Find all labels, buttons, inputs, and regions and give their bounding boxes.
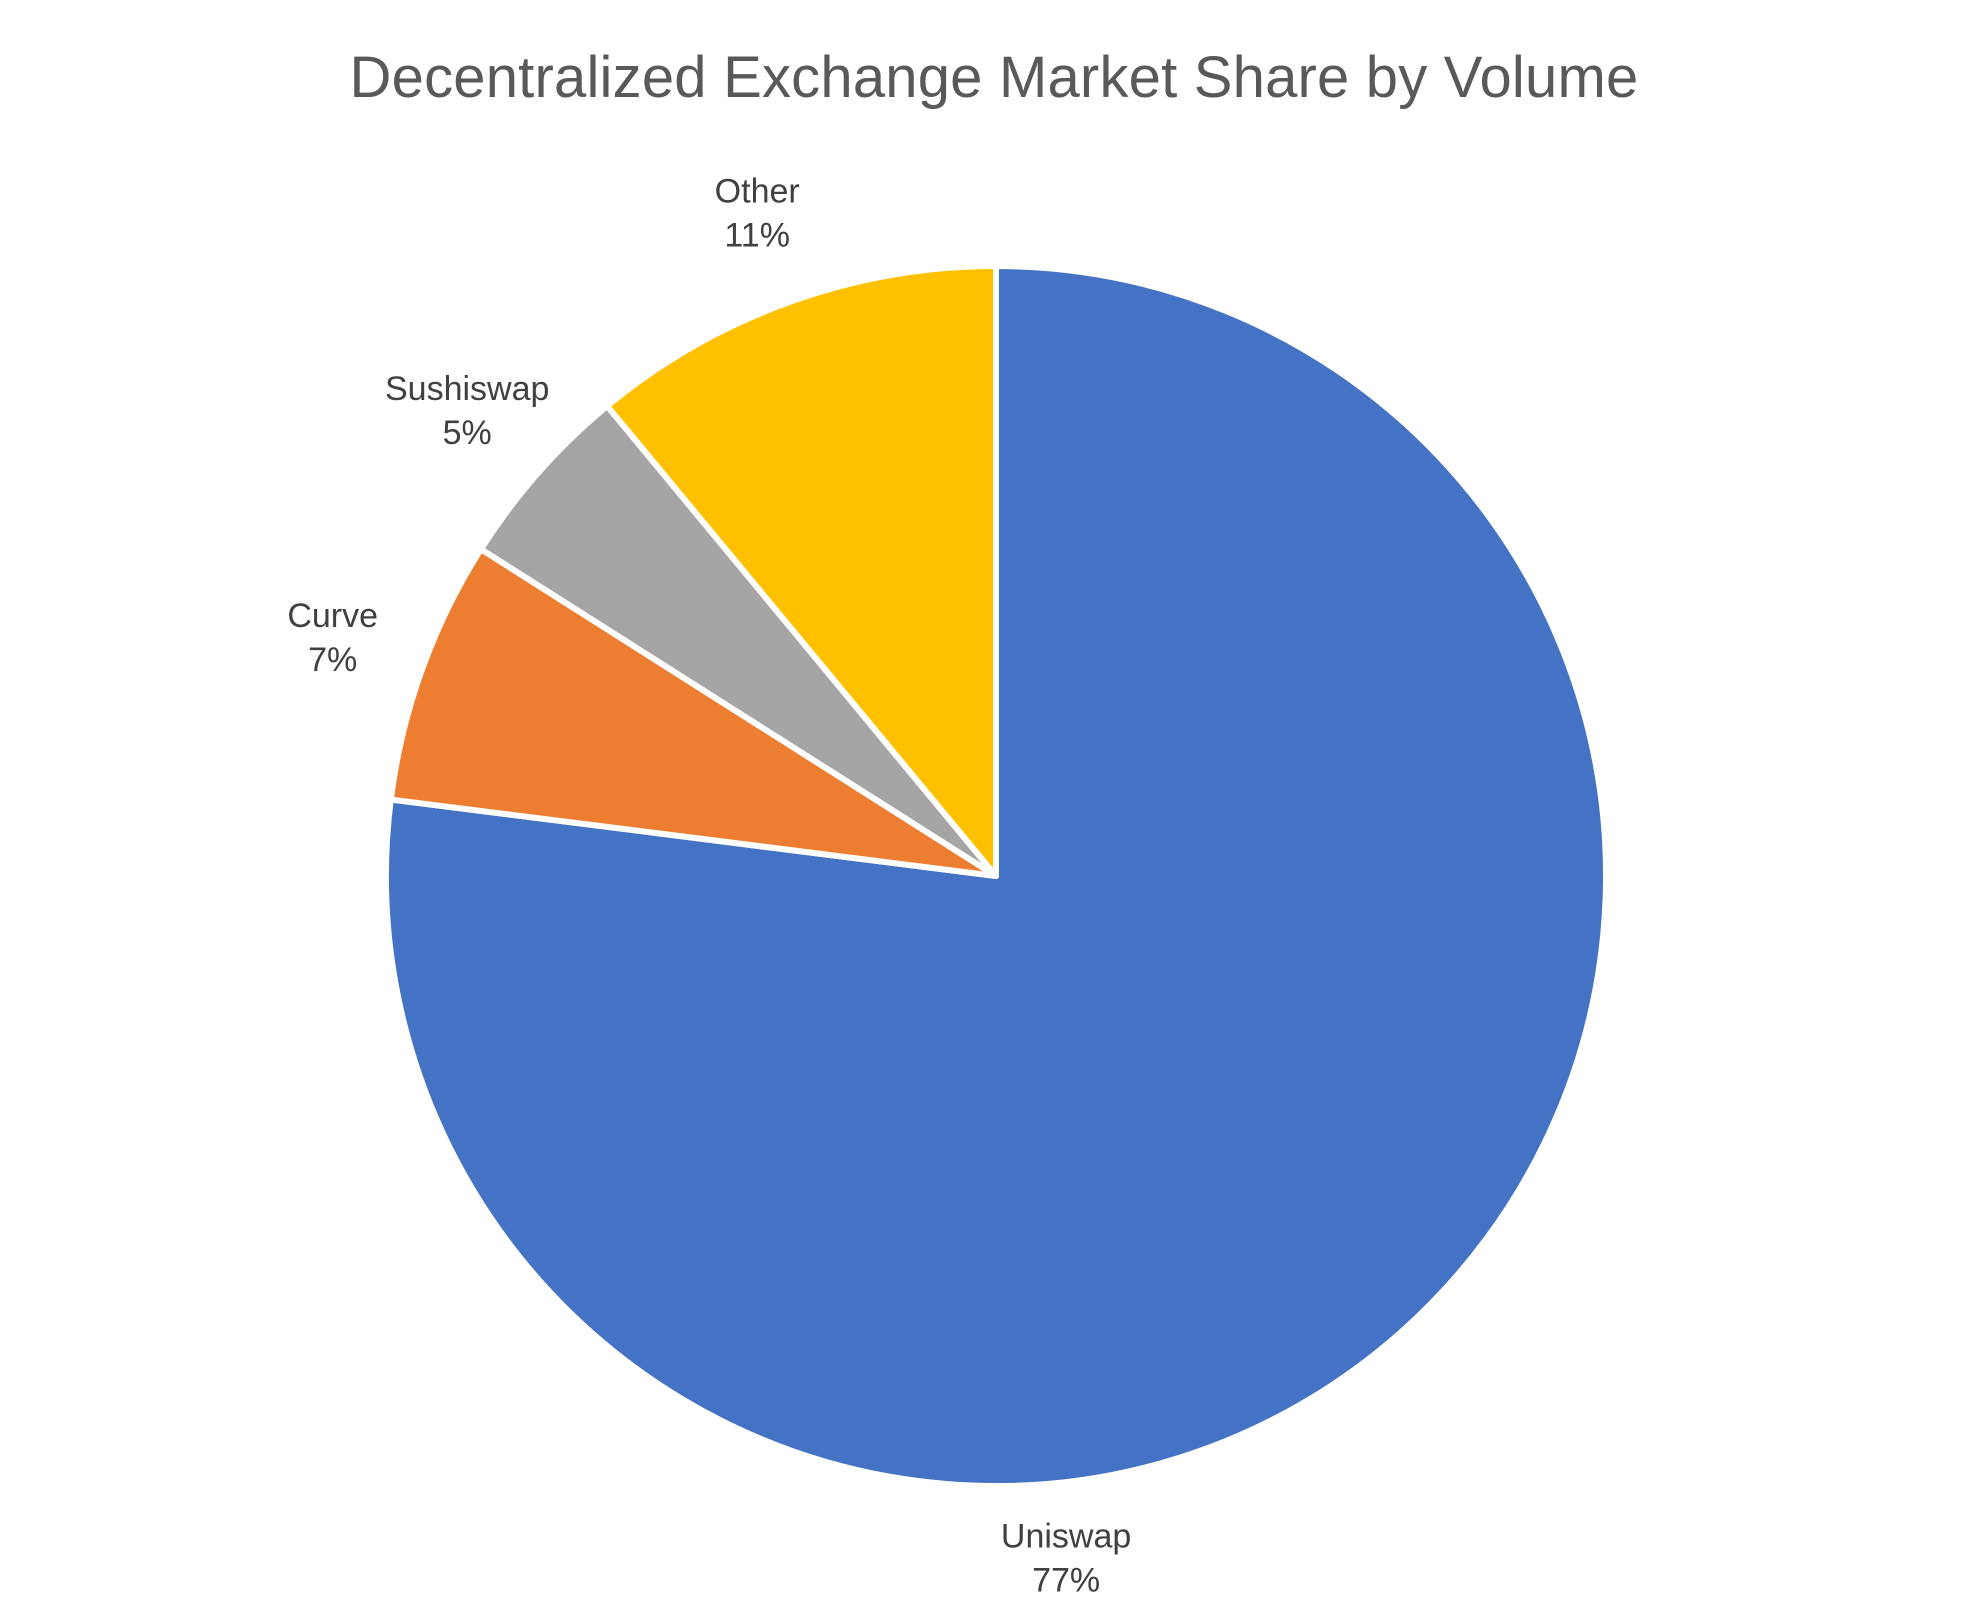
data-label-uniswap: Uniswap 77% (1001, 1517, 1131, 1599)
pie-slices (383, 263, 1609, 1489)
data-label-percentage: 11% (724, 217, 790, 255)
data-label-sushiswap: Sushiswap 5% (385, 370, 549, 452)
data-label-other: Other 11% (715, 173, 800, 255)
pie-slice-sushiswap (477, 402, 999, 879)
pie-slice-curve (387, 546, 999, 879)
data-label-category: Sushiswap (385, 370, 549, 408)
pie-slice-other (604, 263, 999, 879)
data-label-curve: Curve 7% (287, 597, 378, 679)
chart-title: Decentralized Exchange Market Share by V… (349, 45, 1639, 110)
data-label-percentage: 77% (1032, 1561, 1100, 1599)
pie-data-labels: Uniswap 77% Curve 7% Sushiswap 5% Other 11% (287, 173, 1131, 1600)
data-label-category: Uniswap (1001, 1517, 1131, 1555)
data-label-percentage: 5% (443, 414, 492, 452)
data-label-percentage: 7% (308, 641, 357, 679)
data-label-category: Other (715, 173, 800, 211)
data-label-category: Curve (287, 597, 378, 635)
